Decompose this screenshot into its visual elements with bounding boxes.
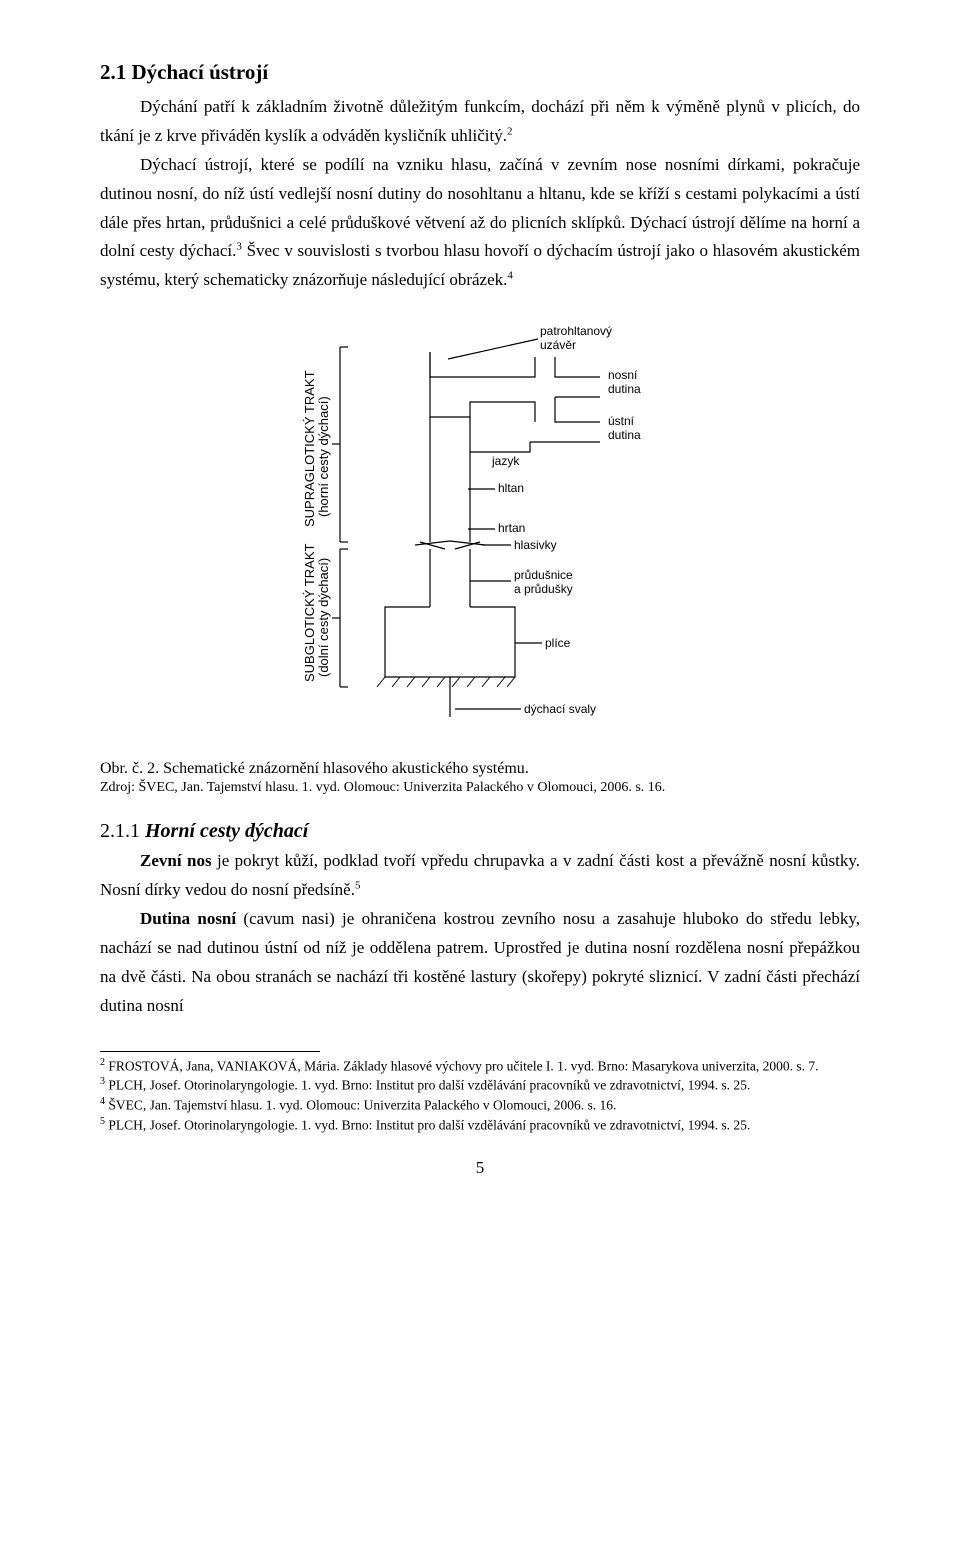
paragraph-1-text: Dýchání patří k základním životně důleži… <box>100 97 860 145</box>
label-supraglottic: SUPRAGLOTICKÝ TRAKT <box>302 371 317 528</box>
label-prudusnice: průdušnice <box>514 568 573 582</box>
label-jazyk: jazyk <box>491 454 520 468</box>
label-ustni-2: dutina <box>608 428 641 442</box>
label-patro: patrohltanový <box>540 324 612 338</box>
label-plice: plíce <box>545 636 571 650</box>
label-prudusky: a průdušky <box>514 582 573 596</box>
footnote-ref-5: 5 <box>355 879 361 891</box>
footnote-ref-3: 3 <box>236 241 242 253</box>
vocal-tract-diagram: SUPRAGLOTICKÝ TRAKT (horní cesty dýchací… <box>300 317 660 747</box>
label-subglottic-b: (dolní cesty dýchací) <box>316 558 331 677</box>
footnote-5-text: PLCH, Josef. Otorinolaryngologie. 1. vyd… <box>108 1117 750 1132</box>
footnote-3: 3 PLCH, Josef. Otorinolaryngologie. 1. v… <box>100 1075 860 1095</box>
footnote-4-text: ŠVEC, Jan. Tajemství hlasu. 1. vyd. Olom… <box>108 1098 616 1113</box>
label-nosni-2: dutina <box>608 382 641 396</box>
footnote-2-text: FROSTOVÁ, Jana, VANIAKOVÁ, Mária. Základ… <box>108 1058 818 1073</box>
label-nosni: nosní <box>608 368 638 382</box>
footnotes: 2 FROSTOVÁ, Jana, VANIAKOVÁ, Mária. Zákl… <box>100 1056 860 1135</box>
figure-container: SUPRAGLOTICKÝ TRAKT (horní cesty dýchací… <box>100 317 860 752</box>
footnote-4: 4 ŠVEC, Jan. Tajemství hlasu. 1. vyd. Ol… <box>100 1095 860 1115</box>
figure: SUPRAGLOTICKÝ TRAKT (horní cesty dýchací… <box>300 317 660 752</box>
label-supraglottic-b: (horní cesty dýchací) <box>316 397 331 518</box>
footnote-3-text: PLCH, Josef. Otorinolaryngologie. 1. vyd… <box>108 1078 750 1093</box>
label-subglottic: SUBGLOTICKÝ TRAKT <box>302 544 317 683</box>
label-patro-2: uzávěr <box>540 338 576 352</box>
paragraph-3-text: je pokryt kůží, podklad tvoří vpředu chr… <box>100 851 860 899</box>
term-dutina-nosni: Dutina nosní <box>140 909 236 928</box>
footnote-ref-4: 4 <box>507 270 513 282</box>
subsection-title: Horní cesty dýchací <box>145 820 308 842</box>
left-bracket-bottom: SUBGLOTICKÝ TRAKT (dolní cesty dýchací) <box>302 544 348 688</box>
footnote-ref-2: 2 <box>507 125 513 137</box>
left-bracket-top: SUPRAGLOTICKÝ TRAKT (horní cesty dýchací… <box>302 347 348 542</box>
paragraph-1: Dýchání patří k základním životně důleži… <box>100 93 860 151</box>
term-zevni-nos: Zevní nos <box>140 851 212 870</box>
label-ustni: ústní <box>608 414 635 428</box>
footnote-5: 5 PLCH, Josef. Otorinolaryngologie. 1. v… <box>100 1115 860 1135</box>
section-heading: 2.1 Dýchací ústrojí <box>100 60 860 85</box>
lung-base-hatch <box>377 677 515 687</box>
figure-caption: Obr. č. 2. Schematické znázornění hlasov… <box>100 760 860 778</box>
paragraph-2: Dýchací ústrojí, které se podílí na vzni… <box>100 151 860 295</box>
label-svaly: dýchací svaly <box>524 702 596 716</box>
label-hltan: hltan <box>498 481 524 495</box>
label-hrtan: hrtan <box>498 521 525 535</box>
page-number: 5 <box>100 1158 860 1178</box>
subsection-number: 2.1.1 <box>100 820 145 842</box>
figure-source: Zdroj: ŠVEC, Jan. Tajemství hlasu. 1. vy… <box>100 780 860 796</box>
paragraph-4: Dutina nosní (cavum nasi) je ohraničena … <box>100 905 860 1021</box>
document-page: 2.1 Dýchací ústrojí Dýchání patří k zákl… <box>0 0 960 1218</box>
footnote-2: 2 FROSTOVÁ, Jana, VANIAKOVÁ, Mária. Zákl… <box>100 1056 860 1076</box>
tract-outline <box>385 352 600 717</box>
label-hlasivky: hlasivky <box>514 538 557 552</box>
paragraph-3: Zevní nos je pokryt kůží, podklad tvoří … <box>100 847 860 905</box>
subsection-heading: 2.1.1 Horní cesty dýchací <box>100 820 860 843</box>
